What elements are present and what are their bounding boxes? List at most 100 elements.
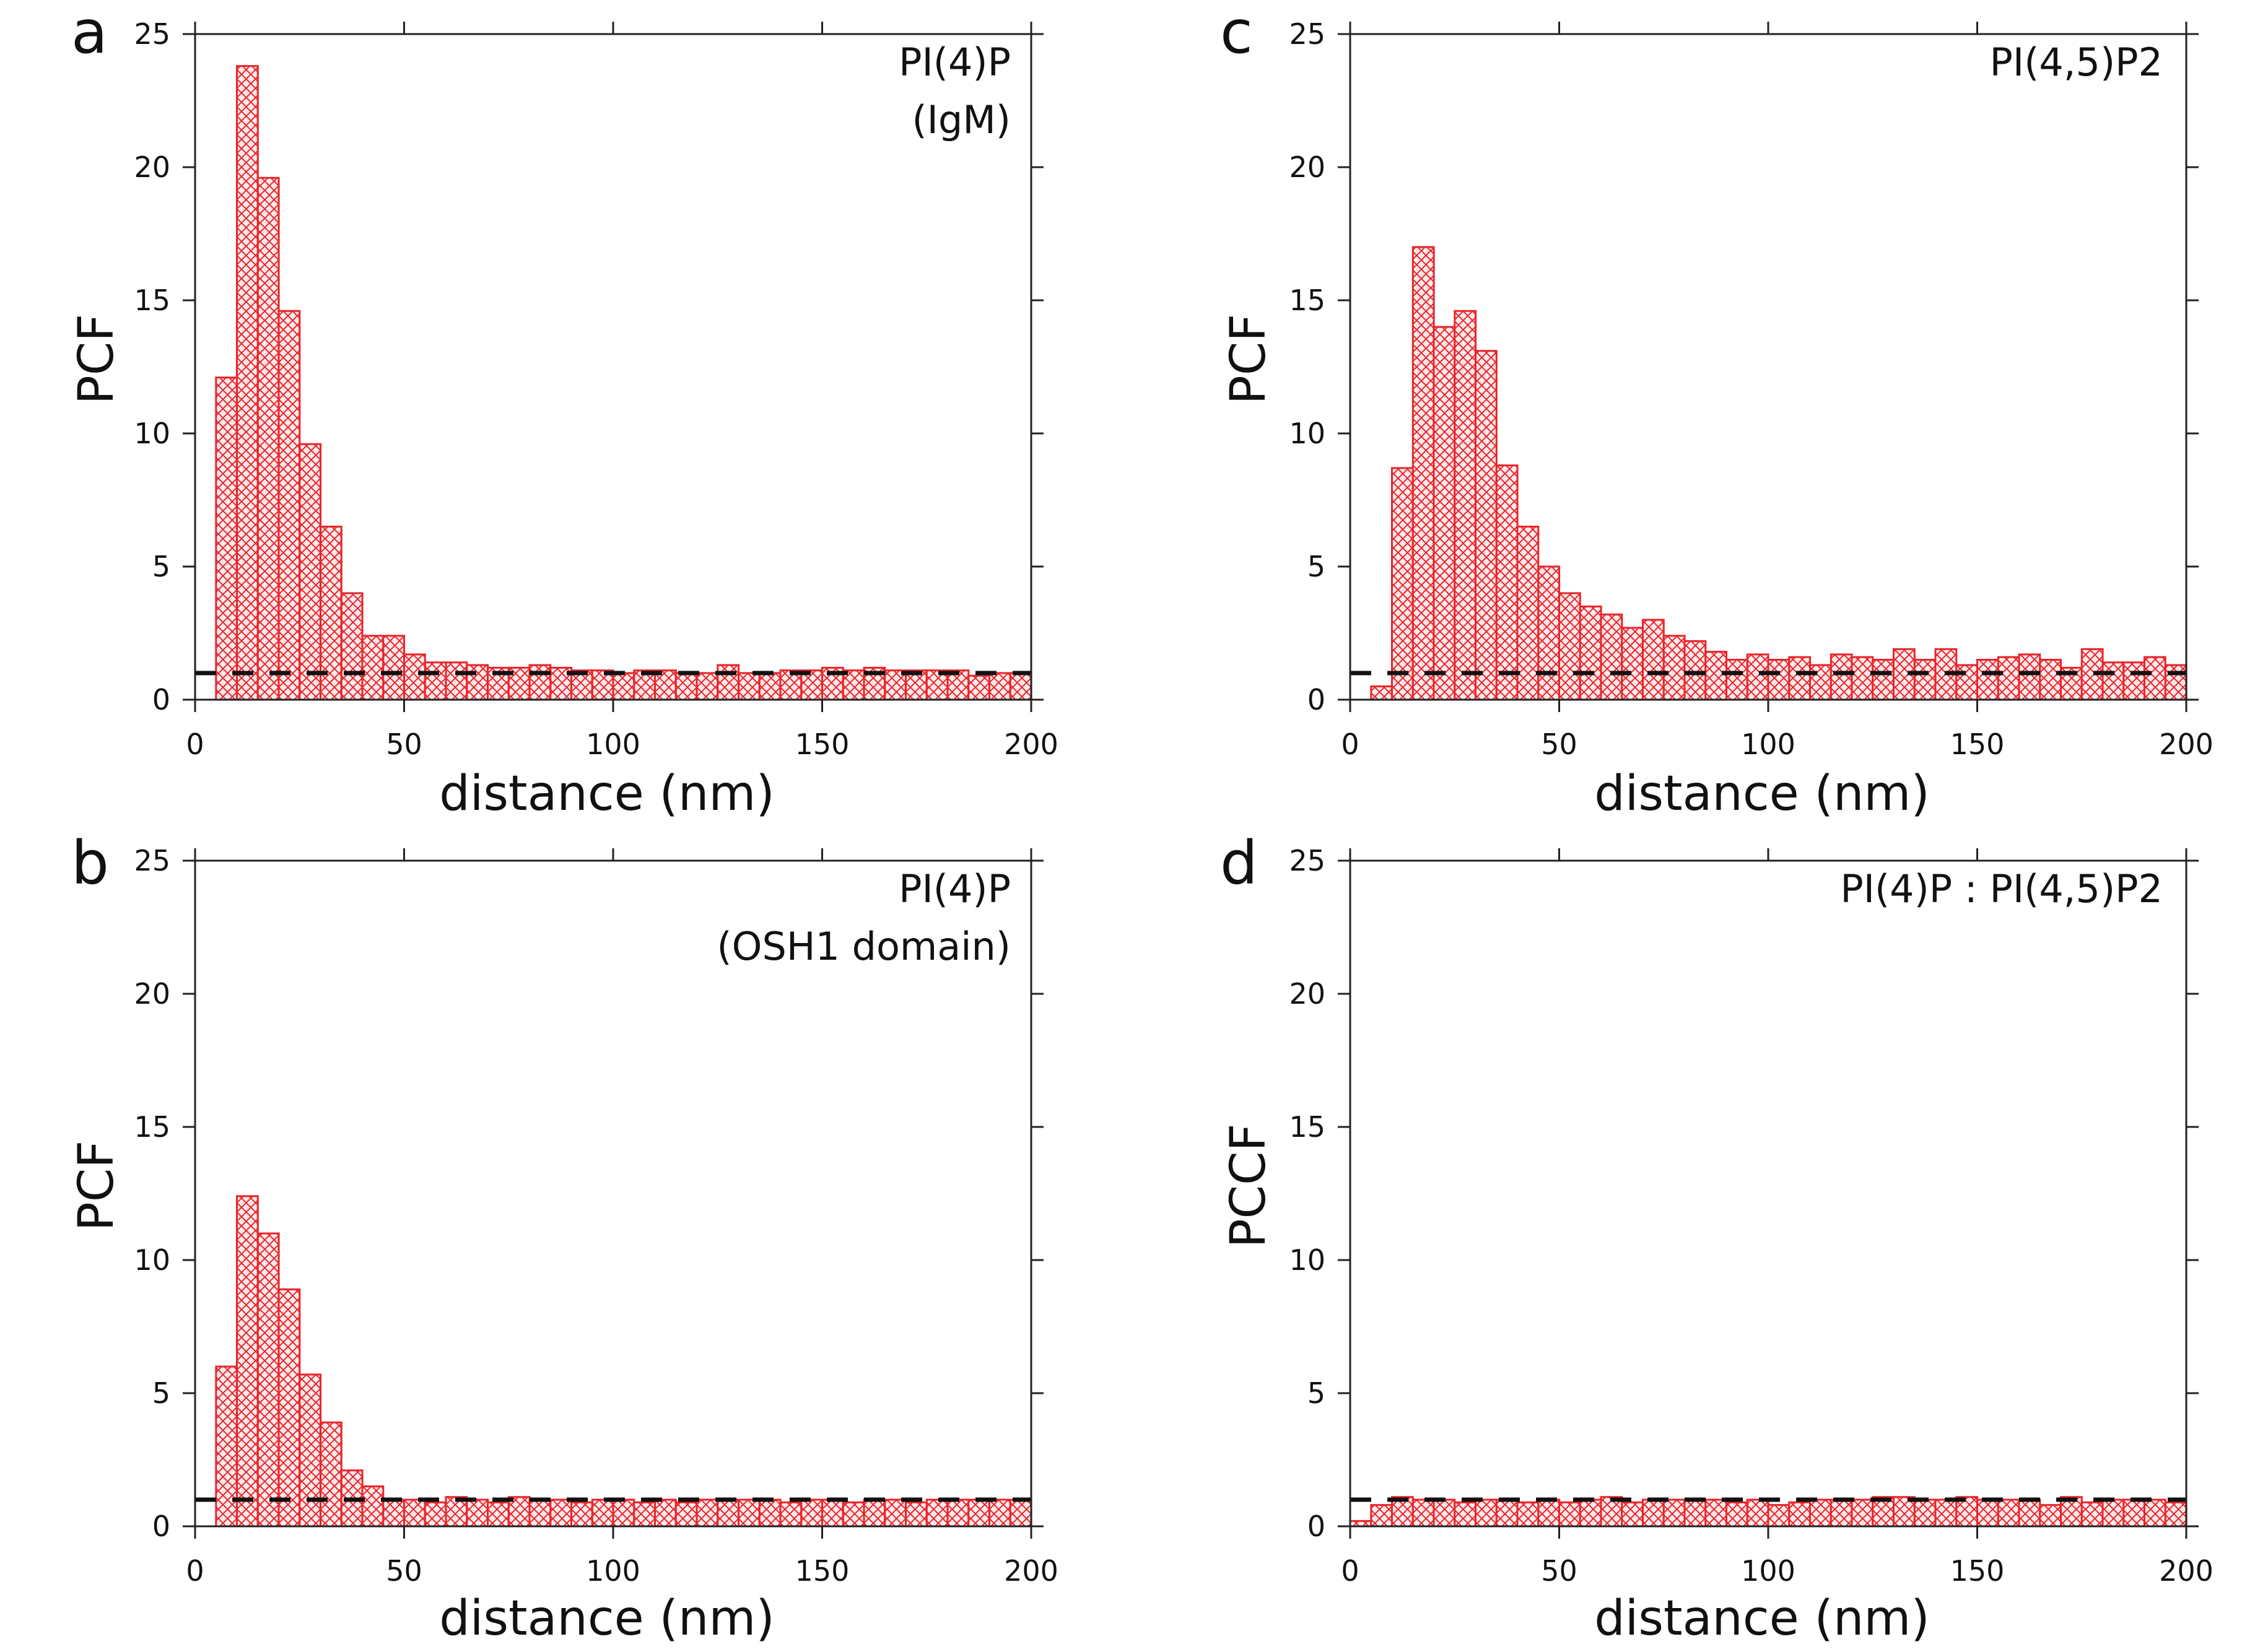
bar-a-60 <box>445 661 468 701</box>
bar-d-25 <box>1454 1501 1477 1528</box>
x-tick-label-a-100: 100 <box>586 728 640 761</box>
y-tick-label-d-0: 0 <box>1307 1510 1325 1543</box>
x-tick-label-a-50: 50 <box>386 728 422 761</box>
bar-d-60 <box>1600 1496 1623 1528</box>
y-tick-label-a-10: 10 <box>134 417 170 450</box>
bar-a-55 <box>424 661 447 701</box>
x-tick-label-c-0: 0 <box>1341 728 1359 761</box>
bar-d-185 <box>2122 1498 2146 1528</box>
x-tick-label-b-200: 200 <box>1004 1554 1058 1588</box>
bar-b-15 <box>256 1232 280 1528</box>
bar-d-140 <box>1934 1498 1958 1528</box>
x-tick-label-b-100: 100 <box>586 1554 640 1588</box>
bar-d-45 <box>1537 1498 1561 1528</box>
bar-c-65 <box>1621 627 1644 701</box>
bars-c <box>1370 246 2187 701</box>
bar-c-115 <box>1830 653 1853 701</box>
bar-b-145 <box>800 1498 824 1528</box>
bar-b-110 <box>654 1498 677 1528</box>
bar-a-190 <box>988 672 1011 701</box>
bar-b-190 <box>988 1498 1011 1528</box>
annotation-c-line1: PI(4,5)P2 <box>1990 40 2163 85</box>
bar-c-60 <box>1600 613 1623 701</box>
x-tick-label-d-0: 0 <box>1341 1554 1359 1588</box>
bar-a-145 <box>800 669 824 701</box>
bar-d-150 <box>1976 1498 1999 1528</box>
bar-c-145 <box>1955 664 1979 701</box>
y-tick-label-a-0: 0 <box>152 683 170 716</box>
bar-c-190 <box>2144 656 2166 701</box>
x-tick-label-d-50: 50 <box>1541 1554 1577 1588</box>
bar-c-155 <box>1997 656 2020 701</box>
bar-a-45 <box>382 635 406 701</box>
bar-d-30 <box>1475 1498 1498 1528</box>
bar-b-160 <box>863 1498 886 1528</box>
bar-b-95 <box>591 1498 614 1528</box>
panel-letter-b: b <box>71 828 109 898</box>
bar-b-105 <box>633 1501 656 1528</box>
bar-d-40 <box>1516 1501 1540 1528</box>
bar-a-120 <box>696 672 719 701</box>
y-tick-label-d-25: 25 <box>1289 844 1325 877</box>
x-tick-label-b-0: 0 <box>186 1554 204 1588</box>
bar-b-115 <box>674 1501 698 1528</box>
bar-d-175 <box>2080 1501 2104 1528</box>
bar-d-190 <box>2144 1498 2166 1528</box>
bar-a-5 <box>215 376 238 701</box>
x-tick-label-d-200: 200 <box>2159 1554 2214 1588</box>
bar-d-180 <box>2101 1498 2125 1528</box>
bar-c-150 <box>1976 659 1999 701</box>
bar-c-5 <box>1370 685 1394 701</box>
panel-a: a 0 5 10 15 20 25 0 50 100 150 200 PI(4)P (IgM) di… <box>69 0 1058 822</box>
bar-d-95 <box>1746 1498 1769 1528</box>
bar-b-185 <box>967 1498 991 1528</box>
bar-b-50 <box>403 1498 426 1528</box>
x-tick-label-a-150: 150 <box>795 728 850 761</box>
bar-d-100 <box>1767 1504 1790 1528</box>
bar-b-130 <box>738 1498 761 1528</box>
bar-d-75 <box>1662 1498 1686 1528</box>
bar-d-70 <box>1642 1498 1665 1528</box>
bar-b-175 <box>925 1498 949 1528</box>
bar-b-20 <box>277 1288 301 1528</box>
y-tick-label-a-20: 20 <box>134 150 170 184</box>
y-tick-label-a-25: 25 <box>134 17 170 51</box>
bar-b-140 <box>779 1501 803 1528</box>
bars-a <box>215 65 1032 701</box>
x-tick-label-a-0: 0 <box>186 728 204 761</box>
bar-c-35 <box>1495 464 1519 701</box>
y-tick-label-c-0: 0 <box>1307 683 1325 716</box>
bar-b-100 <box>612 1498 635 1528</box>
bar-a-110 <box>654 669 677 701</box>
y-tick-label-d-10: 10 <box>1289 1243 1325 1277</box>
bar-b-170 <box>905 1501 928 1528</box>
bar-a-135 <box>758 672 782 701</box>
panel-letter-a: a <box>71 0 108 67</box>
bar-a-100 <box>612 672 635 701</box>
bar-c-30 <box>1475 350 1498 701</box>
bar-b-155 <box>842 1501 865 1528</box>
bar-a-35 <box>340 592 364 701</box>
bar-d-80 <box>1683 1498 1707 1528</box>
y-tick-label-c-10: 10 <box>1289 417 1325 450</box>
annotation-d-line1: PI(4)P : PI(4,5)P2 <box>1840 866 2163 911</box>
bar-c-105 <box>1788 656 1812 701</box>
bar-c-95 <box>1746 653 1769 701</box>
bar-c-50 <box>1558 592 1581 701</box>
y-axis-title-a: PCF <box>69 314 124 404</box>
bar-d-155 <box>1997 1498 2020 1528</box>
bar-c-185 <box>2122 661 2146 701</box>
bar-b-30 <box>320 1421 342 1528</box>
x-tick-label-c-200: 200 <box>2159 728 2214 761</box>
bar-b-70 <box>487 1501 510 1528</box>
bar-b-65 <box>466 1498 489 1528</box>
bar-b-80 <box>528 1498 552 1528</box>
bar-a-50 <box>403 653 426 701</box>
bar-c-80 <box>1683 640 1707 701</box>
panel-letter-c: c <box>1220 0 1253 67</box>
annotation-a-line2: (IgM) <box>912 97 1011 142</box>
bar-b-10 <box>236 1195 259 1528</box>
bar-a-80 <box>528 664 552 701</box>
bar-c-135 <box>1913 659 1937 701</box>
